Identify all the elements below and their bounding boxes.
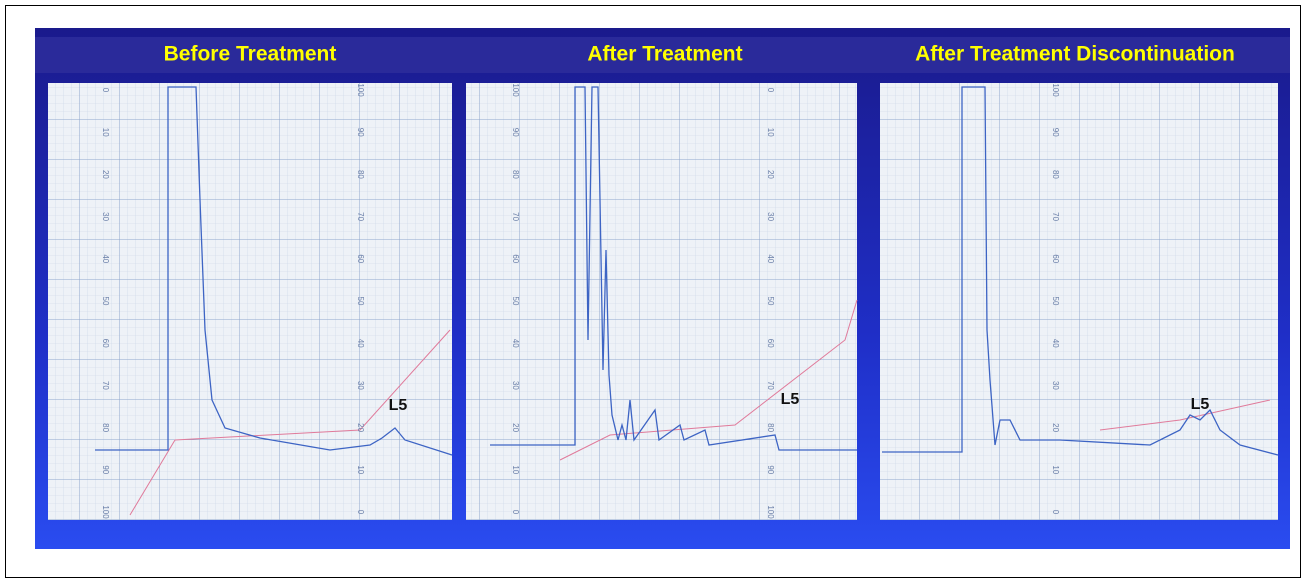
scale-label: 20 [101, 170, 110, 179]
scale-label: 100 [101, 505, 110, 519]
scale-label: 70 [101, 381, 110, 390]
figure: Before Treatment After Treatment After T… [0, 0, 1309, 584]
scale-label: 50 [511, 297, 520, 306]
scale-label: 90 [511, 128, 520, 137]
scale-label: 100 [766, 505, 775, 519]
scale-label: 60 [511, 254, 520, 263]
scale-label: 50 [1051, 297, 1060, 306]
scale-label: 20 [356, 423, 365, 432]
scale-label: 90 [1051, 128, 1060, 137]
scale-label: 100 [511, 83, 520, 97]
scale-label: 30 [101, 212, 110, 221]
chart-paper-grid [880, 83, 1278, 520]
scale-label: 20 [766, 170, 775, 179]
scale-label: 60 [1051, 254, 1060, 263]
scale-label: 80 [511, 170, 520, 179]
scale-label: 20 [1051, 423, 1060, 432]
panel-title: After Treatment Discontinuation [915, 43, 1235, 66]
scale-label: 10 [101, 128, 110, 137]
scale-label: 80 [356, 170, 365, 179]
scale-label: 10 [766, 128, 775, 137]
scale-label: 40 [511, 339, 520, 348]
scale-label: 30 [1051, 381, 1060, 390]
scale-label: 60 [766, 339, 775, 348]
scale-label: 40 [101, 254, 110, 263]
scale-label: 40 [356, 339, 365, 348]
scale-label: 80 [1051, 170, 1060, 179]
peak-label: L5 [781, 391, 800, 408]
scale-label: 80 [101, 423, 110, 432]
scale-label: 90 [356, 128, 365, 137]
scale-label: 40 [1051, 339, 1060, 348]
scale-label: 50 [101, 297, 110, 306]
scale-label: 90 [101, 465, 110, 474]
panel-title: Before Treatment [164, 43, 337, 66]
scale-label: 40 [766, 254, 775, 263]
scale-label: 0 [1051, 510, 1060, 515]
scale-label: 30 [766, 212, 775, 221]
scale-label: 80 [766, 423, 775, 432]
scale-label: 70 [766, 381, 775, 390]
scale-label: 0 [511, 510, 520, 515]
scale-label: 100 [1051, 83, 1060, 97]
scale-label: 20 [511, 423, 520, 432]
scale-label: 70 [356, 212, 365, 221]
chart-paper-grid [466, 83, 857, 520]
scale-label: 50 [356, 297, 365, 306]
scale-label: 70 [1051, 212, 1060, 221]
scale-label: 0 [101, 88, 110, 93]
scale-label: 60 [101, 339, 110, 348]
scale-label: 90 [766, 465, 775, 474]
scale-label: 100 [356, 83, 365, 97]
scale-label: 10 [511, 465, 520, 474]
scale-label: 10 [1051, 465, 1060, 474]
scale-label: 0 [356, 510, 365, 515]
peak-label: L5 [389, 397, 408, 414]
scale-label: 70 [511, 212, 520, 221]
scale-label: 30 [356, 381, 365, 390]
scale-label: 50 [766, 297, 775, 306]
panel-title: After Treatment [587, 43, 742, 66]
scale-label: 10 [356, 465, 365, 474]
peak-label: L5 [1191, 396, 1210, 413]
scale-label: 60 [356, 254, 365, 263]
scale-label: 0 [766, 88, 775, 93]
scale-label: 30 [511, 381, 520, 390]
